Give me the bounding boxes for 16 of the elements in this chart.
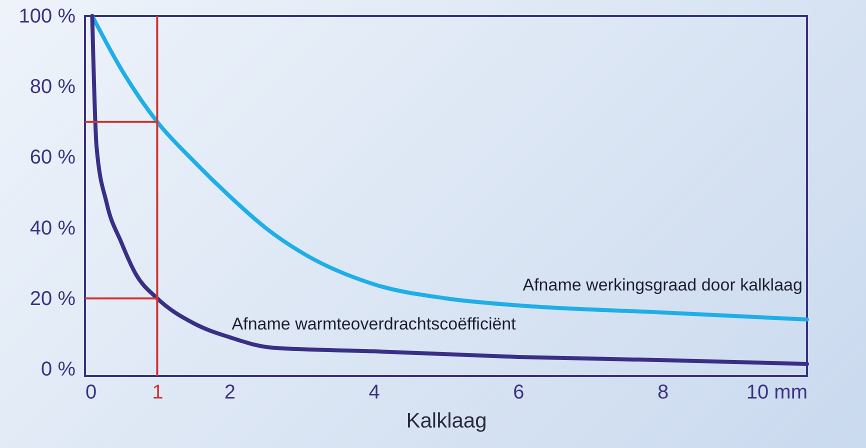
y-tick-label: 60 % [30, 146, 76, 169]
y-tick-label: 80 % [30, 76, 76, 98]
y-tick-label: 100 % [18, 6, 76, 28]
x-tick-label: 10 mm [746, 382, 808, 404]
x-tick-label: 1 [152, 382, 164, 404]
x-tick-label: 0 [86, 382, 97, 404]
series-label: Afname werkingsgraad door kalklaag [522, 275, 802, 294]
x-tick-label: 6 [513, 382, 524, 404]
x-tick-label: 8 [658, 382, 669, 404]
x-tick-label: 4 [368, 382, 380, 404]
y-tick-label: 20 % [30, 288, 76, 310]
y-tick-label: 0 % [41, 358, 76, 380]
x-axis-title: Kalklaag [406, 410, 487, 432]
series-label: Afname warmteoverdrachtscoëfficiënt [232, 314, 516, 334]
y-tick-label: 40 % [30, 217, 76, 240]
x-tick-label: 2 [224, 382, 236, 404]
